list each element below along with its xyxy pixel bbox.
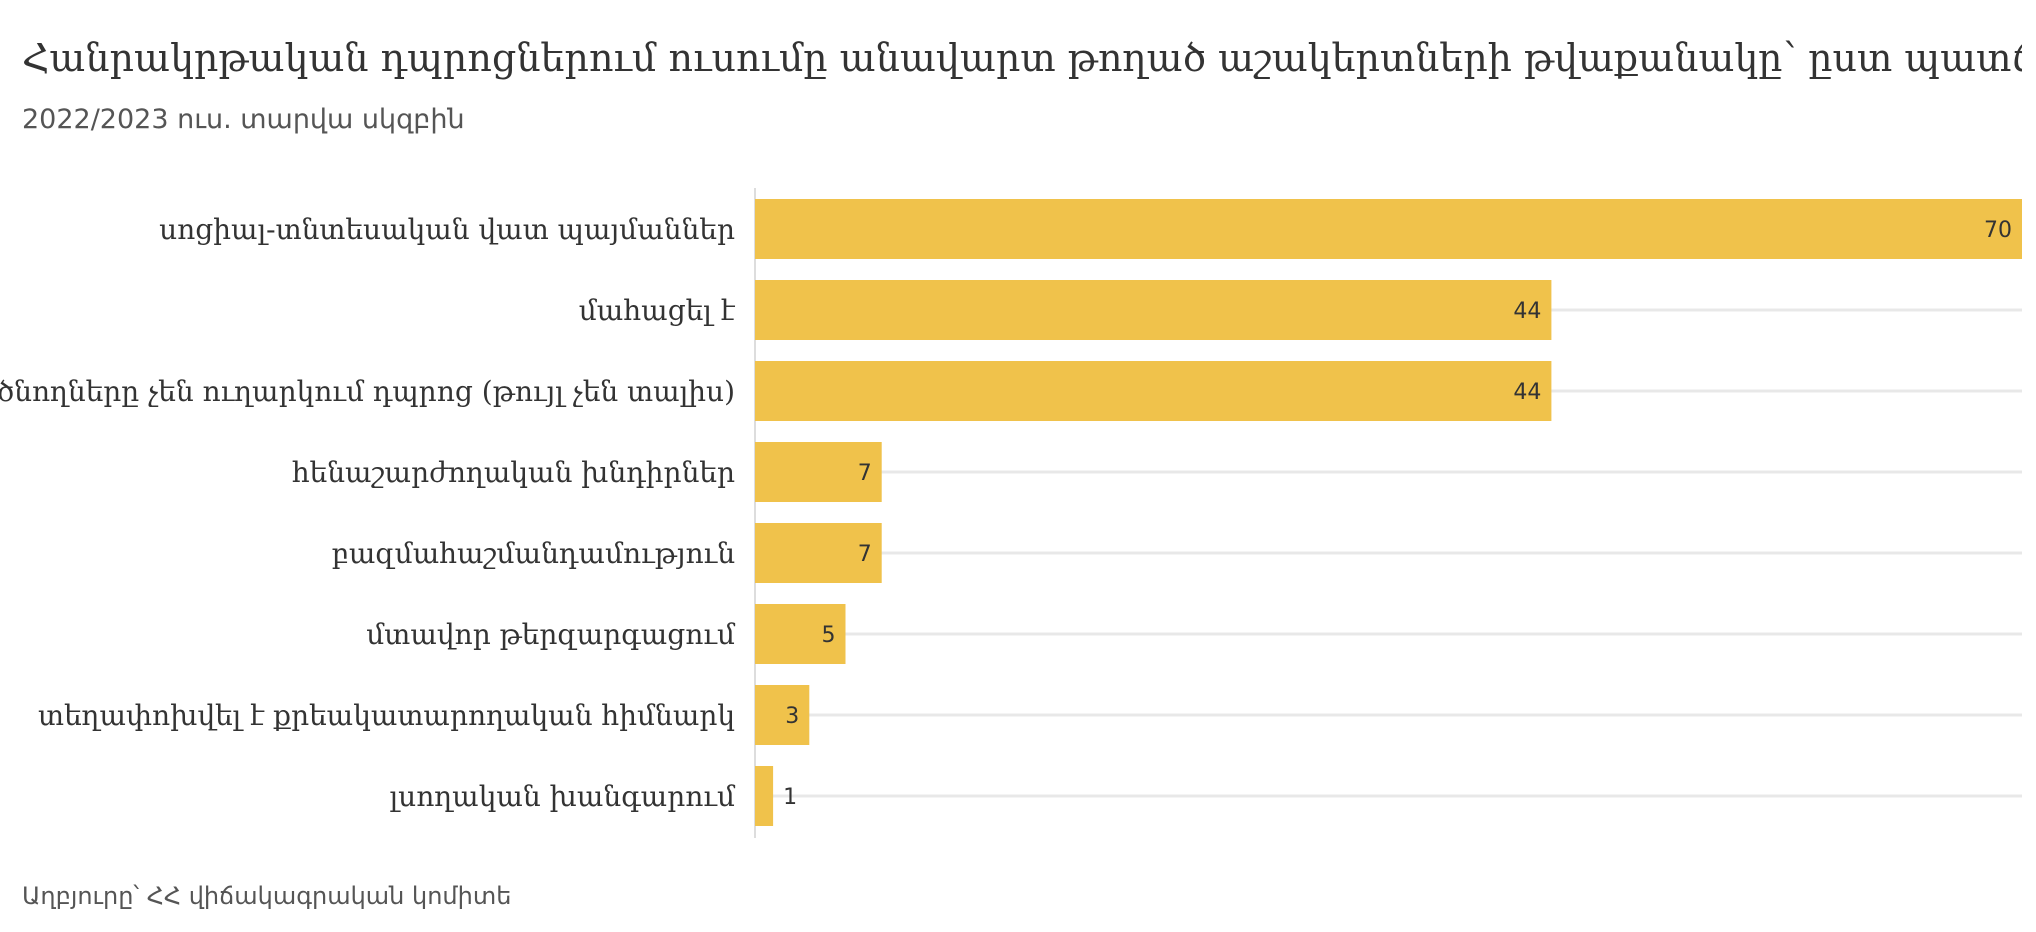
category-label: մտավոր թերզարգացում	[366, 618, 736, 651]
bar	[755, 523, 882, 583]
bar	[755, 604, 846, 664]
chart-title: Հանրակրթական դպրոցներում ուսումը անավարտ…	[22, 36, 2022, 80]
data-label: 44	[1513, 299, 1541, 324]
category-label: տեղափոխվել է քրեակատարողական հիմնարկ	[38, 699, 735, 732]
bar	[755, 442, 882, 502]
data-label: 7	[858, 461, 872, 486]
category-label: բազմահաշմանդամություն	[332, 537, 736, 570]
category-label: ծնողները չեն ուղարկում դպրոց (թույլ չեն …	[0, 375, 735, 408]
data-label: 5	[822, 623, 836, 648]
category-label: հենաշարժողական խնդիրներ	[292, 456, 735, 489]
data-label: 7	[858, 542, 872, 567]
category-label: լսողական խանգարում	[390, 780, 736, 813]
bar	[755, 766, 774, 826]
bar	[755, 361, 1552, 421]
chart-source: Աղբյուրը՝ ՀՀ վիճակագրական կոմիտե	[22, 882, 512, 910]
data-label: 70	[1984, 218, 2012, 243]
data-label: 44	[1513, 380, 1541, 405]
chart-subtitle: 2022/2023 ուս. տարվա սկզբին	[22, 104, 465, 135]
bar	[755, 280, 1552, 340]
data-label: 3	[785, 704, 799, 729]
category-label: մահացել է	[579, 294, 736, 327]
bar	[755, 685, 810, 745]
category-label: սոցիալ-տնտեսական վատ պայմաններ	[159, 213, 735, 246]
bar	[755, 199, 2022, 259]
data-label: 1	[783, 785, 797, 810]
